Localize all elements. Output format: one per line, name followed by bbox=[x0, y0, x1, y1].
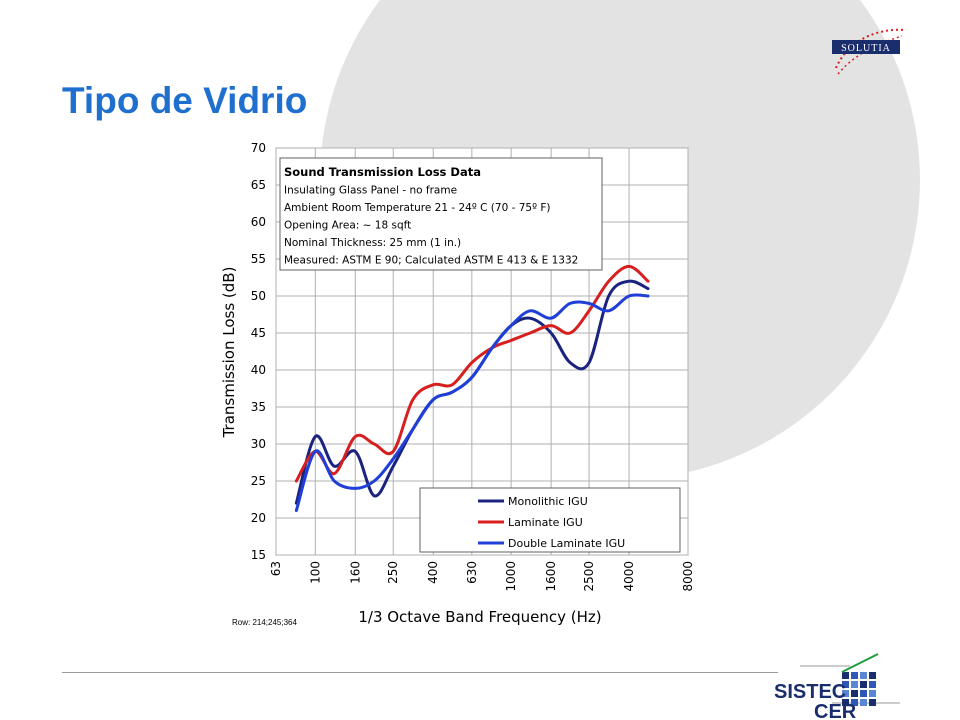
footer-divider bbox=[62, 672, 778, 673]
x-tick-label: 63 bbox=[269, 561, 283, 576]
logo-tile bbox=[869, 672, 876, 679]
y-tick-label: 60 bbox=[251, 215, 266, 229]
y-tick-label: 25 bbox=[251, 474, 266, 488]
logo-tile bbox=[860, 681, 867, 688]
info-box-line: Opening Area: ~ 18 sqft bbox=[284, 220, 411, 232]
y-tick-label: 65 bbox=[251, 178, 266, 192]
x-tick-label: 1600 bbox=[544, 561, 558, 592]
y-tick-label: 70 bbox=[251, 141, 266, 155]
y-tick-label: 40 bbox=[251, 363, 266, 377]
logo-accent bbox=[841, 653, 879, 673]
logo-tile bbox=[842, 681, 849, 688]
logo-tile bbox=[842, 690, 849, 697]
solutia-logo: SOLUTIA bbox=[832, 28, 905, 75]
logo-tile bbox=[851, 672, 858, 679]
solutia-logo-text: SOLUTIA bbox=[841, 43, 891, 54]
series-line-double-laminate bbox=[294, 293, 650, 513]
logo-tile bbox=[860, 699, 867, 706]
logo-tile bbox=[860, 672, 867, 679]
y-tick-label: 20 bbox=[251, 511, 266, 525]
y-tick-label: 55 bbox=[251, 252, 266, 266]
x-tick-label: 400 bbox=[426, 561, 440, 584]
info-box-line: Ambient Room Temperature 21 - 24º C (70 … bbox=[284, 202, 551, 214]
logo-tile bbox=[851, 690, 858, 697]
y-tick-label: 30 bbox=[251, 437, 266, 451]
info-box-line: Nominal Thickness: 25 mm (1 in.) bbox=[284, 237, 461, 249]
legend-label: Laminate IGU bbox=[508, 516, 583, 529]
y-tick-label: 50 bbox=[251, 289, 266, 303]
slide-title: Tipo de Vidrio bbox=[62, 80, 308, 121]
logo-tile bbox=[851, 699, 858, 706]
x-tick-label: 160 bbox=[348, 561, 362, 584]
y-axis-label: Transmission Loss (dB) bbox=[220, 267, 238, 439]
y-tick-label: 15 bbox=[251, 548, 266, 562]
logo-tile bbox=[851, 681, 858, 688]
x-axis-label: 1/3 Octave Band Frequency (Hz) bbox=[358, 608, 601, 626]
logo-tile bbox=[869, 699, 876, 706]
x-tick-label: 2500 bbox=[582, 561, 596, 592]
info-box-line: Measured: ASTM E 90; Calculated ASTM E 4… bbox=[284, 255, 578, 267]
logo-tile bbox=[869, 690, 876, 697]
x-tick-label: 630 bbox=[465, 561, 479, 584]
row-note: Row: 214;245;364 bbox=[232, 618, 297, 627]
logo-tile bbox=[869, 681, 876, 688]
legend-label: Double Laminate IGU bbox=[508, 537, 625, 550]
series-line-laminate bbox=[294, 264, 650, 483]
x-tick-label: 100 bbox=[308, 561, 322, 584]
sistec-logo-text: SISTEC bbox=[774, 681, 846, 703]
info-box-line: Insulating Glass Panel - no frame bbox=[284, 185, 457, 197]
x-tick-label: 4000 bbox=[622, 561, 636, 592]
x-tick-label: 8000 bbox=[681, 561, 695, 592]
logo-tile bbox=[842, 672, 849, 679]
cer-logo-text: CER bbox=[814, 701, 857, 718]
y-tick-label: 35 bbox=[251, 400, 266, 414]
logo-tile bbox=[842, 699, 849, 706]
x-tick-label: 1000 bbox=[504, 561, 518, 592]
y-tick-label: 45 bbox=[251, 326, 266, 340]
x-tick-label: 250 bbox=[386, 561, 400, 584]
legend-label: Monolithic IGU bbox=[508, 495, 588, 508]
info-box-title: Sound Transmission Loss Data bbox=[284, 165, 481, 179]
logo-tile bbox=[860, 690, 867, 697]
info-box bbox=[279, 157, 603, 271]
sistec-cer-logo: SISTEC CER bbox=[774, 653, 900, 718]
legend bbox=[419, 487, 681, 553]
